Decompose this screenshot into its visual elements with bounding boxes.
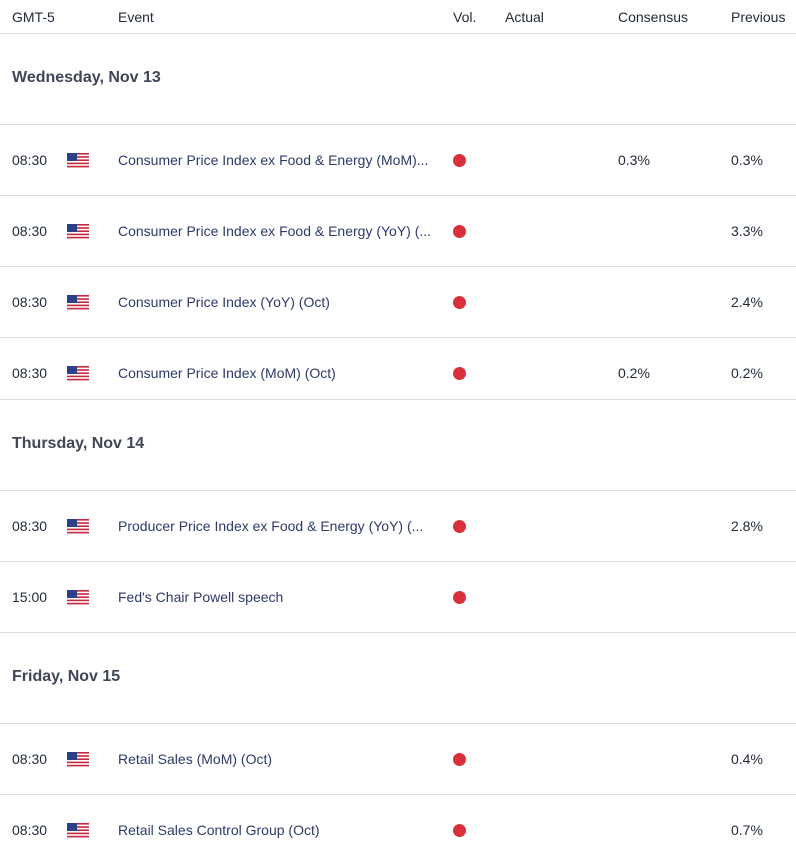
event-name-link[interactable]: Fed's Chair Powell speech xyxy=(118,589,284,605)
event-name-link[interactable]: Retail Sales (MoM) (Oct) xyxy=(118,751,273,767)
event-name-link[interactable]: Retail Sales Control Group (Oct) xyxy=(118,822,320,838)
us-flag-icon xyxy=(67,519,89,534)
event-time: 08:30 xyxy=(12,822,48,838)
high-volatility-icon xyxy=(453,753,466,766)
event-name-link[interactable]: Consumer Price Index (YoY) (Oct) xyxy=(118,294,330,310)
previous-value: 0.2% xyxy=(731,365,763,381)
actual-column-header: Actual xyxy=(505,9,544,25)
day-header: Friday, Nov 15 xyxy=(0,633,796,724)
high-volatility-icon xyxy=(453,591,466,604)
high-volatility-icon xyxy=(453,225,466,238)
previous-value: 3.3% xyxy=(731,223,763,239)
event-name-link[interactable]: Consumer Price Index ex Food & Energy (M… xyxy=(118,152,429,168)
day-header: Thursday, Nov 14 xyxy=(0,400,796,491)
consensus-value: 0.3% xyxy=(618,152,650,168)
high-volatility-icon xyxy=(453,520,466,533)
high-volatility-icon xyxy=(453,296,466,309)
table-row[interactable]: 08:30 Retail Sales (MoM) (Oct) 0.4% xyxy=(0,724,796,795)
event-time: 08:30 xyxy=(12,223,48,239)
previous-value: 0.7% xyxy=(731,822,763,838)
us-flag-icon xyxy=(67,366,89,381)
previous-value: 2.4% xyxy=(731,294,763,310)
table-row[interactable]: 08:30 Consumer Price Index ex Food & Ene… xyxy=(0,196,796,267)
event-time: 08:30 xyxy=(12,365,48,381)
previous-value: 0.3% xyxy=(731,152,763,168)
event-time: 08:30 xyxy=(12,152,48,168)
table-row[interactable]: 08:30 Consumer Price Index (YoY) (Oct) 2… xyxy=(0,267,796,338)
consensus-value: 0.2% xyxy=(618,365,650,381)
day-label: Thursday, Nov 14 xyxy=(12,435,145,452)
event-name-link[interactable]: Consumer Price Index (MoM) (Oct) xyxy=(118,365,336,381)
us-flag-icon xyxy=(67,590,89,605)
event-time: 08:30 xyxy=(12,294,48,310)
us-flag-icon xyxy=(67,224,89,239)
high-volatility-icon xyxy=(453,367,466,380)
us-flag-icon xyxy=(67,295,89,310)
high-volatility-icon xyxy=(453,154,466,167)
table-row[interactable]: 08:30 Retail Sales Control Group (Oct) 0… xyxy=(0,795,796,850)
event-name-link[interactable]: Producer Price Index ex Food & Energy (Y… xyxy=(118,518,424,534)
table-header: GMT-5 Event Vol. Actual Consensus Previo… xyxy=(0,0,796,34)
table-row[interactable]: 08:30 Producer Price Index ex Food & Ene… xyxy=(0,491,796,562)
consensus-column-header: Consensus xyxy=(618,9,689,25)
table-row[interactable]: 08:30 Consumer Price Index ex Food & Ene… xyxy=(0,125,796,196)
table-row[interactable]: 15:00 Fed's Chair Powell speech xyxy=(0,562,796,633)
event-time: 15:00 xyxy=(12,589,48,605)
previous-value: 2.8% xyxy=(731,518,763,534)
day-header: Wednesday, Nov 13 xyxy=(0,34,796,125)
day-label: Wednesday, Nov 13 xyxy=(12,69,161,86)
high-volatility-icon xyxy=(453,824,466,837)
previous-column-header: Previous xyxy=(731,9,786,25)
event-column-header: Event xyxy=(118,9,154,25)
timezone-header[interactable]: GMT-5 xyxy=(12,9,55,25)
event-time: 08:30 xyxy=(12,518,48,534)
table-row[interactable]: 08:30 Consumer Price Index (MoM) (Oct) 0… xyxy=(0,338,796,400)
us-flag-icon xyxy=(67,752,89,767)
event-time: 08:30 xyxy=(12,751,48,767)
us-flag-icon xyxy=(67,153,89,168)
event-name-link[interactable]: Consumer Price Index ex Food & Energy (Y… xyxy=(118,223,432,239)
previous-value: 0.4% xyxy=(731,751,763,767)
us-flag-icon xyxy=(67,823,89,838)
volatility-column-header: Vol. xyxy=(453,9,477,25)
day-label: Friday, Nov 15 xyxy=(12,668,121,685)
